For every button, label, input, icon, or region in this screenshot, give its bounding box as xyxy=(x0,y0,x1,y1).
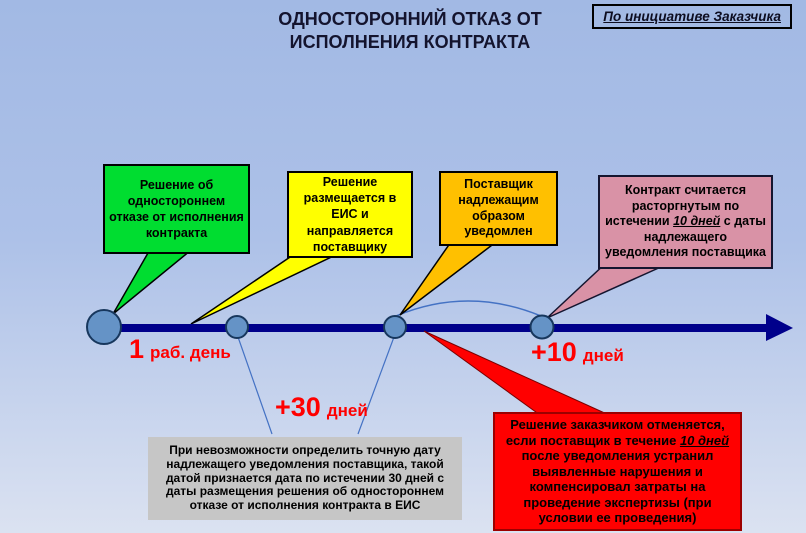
timeline-point-4 xyxy=(529,314,555,340)
label-first-work-day-unit: раб. день xyxy=(150,343,231,362)
label-plus-10-days-unit: дней xyxy=(582,346,624,365)
timeline-point-2 xyxy=(225,315,249,339)
page-title: ОДНОСТОРОННИЙ ОТКАЗ ОТ ИСПОЛНЕНИЯ КОНТРА… xyxy=(278,9,542,53)
label-first-work-day-number: 1 xyxy=(129,334,145,364)
initiative-label: По инициативе Заказчика xyxy=(603,9,781,24)
callout-tail-decision xyxy=(112,245,199,315)
terminated-emphasis: 10 дней xyxy=(673,214,721,229)
label-plus-10-days-number: +10 xyxy=(531,337,577,367)
timeline-point-1 xyxy=(86,309,122,345)
callout-decision-text: Решение об одностороннем отказе от испол… xyxy=(109,177,244,241)
callout-eis-placement-text: Решение размещается в ЕИС и направляется… xyxy=(303,174,397,254)
note-uncertain-date: При невозможности определить точную дату… xyxy=(148,437,462,520)
callout-tail-terminated xyxy=(546,261,673,319)
timeline-arrowhead-icon xyxy=(766,314,793,341)
note-connector-left xyxy=(237,336,273,435)
callout-tail-notified xyxy=(399,238,503,316)
label-plus-30-days-unit: дней xyxy=(326,401,368,420)
cancelled-emphasis: 10 дней xyxy=(679,432,730,448)
initiative-badge: По инициативе Заказчика xyxy=(592,4,792,29)
note-decision-cancelled-text: Решение заказчиком отменяется, если пост… xyxy=(505,416,730,526)
label-plus-30-days: +30 дней xyxy=(275,392,368,423)
callout-decision: Решение об одностороннем отказе от испол… xyxy=(103,164,250,254)
callout-tail-placement xyxy=(190,250,345,325)
label-first-work-day: 1 раб. день xyxy=(129,334,231,365)
note-connector-right xyxy=(357,336,395,435)
callout-contract-terminated: Контракт считается расторгнутым по истеч… xyxy=(598,175,773,269)
arc-connector xyxy=(395,300,542,317)
note-uncertain-date-text: При невозможности определить точную дату… xyxy=(165,443,445,513)
label-plus-30-days-number: +30 xyxy=(275,392,321,422)
label-plus-10-days: +10 дней xyxy=(531,337,624,368)
timeline-point-3 xyxy=(383,315,407,339)
note-decision-cancelled: Решение заказчиком отменяется, если пост… xyxy=(493,412,742,531)
callout-supplier-notified-text: Поставщик надлежащим образом уведомлен xyxy=(458,177,539,239)
callout-supplier-notified: Поставщик надлежащим образом уведомлен xyxy=(439,171,558,246)
callout-contract-terminated-text: Контракт считается расторгнутым по истеч… xyxy=(605,182,766,260)
callout-eis-placement: Решение размещается в ЕИС и направляется… xyxy=(287,171,413,258)
